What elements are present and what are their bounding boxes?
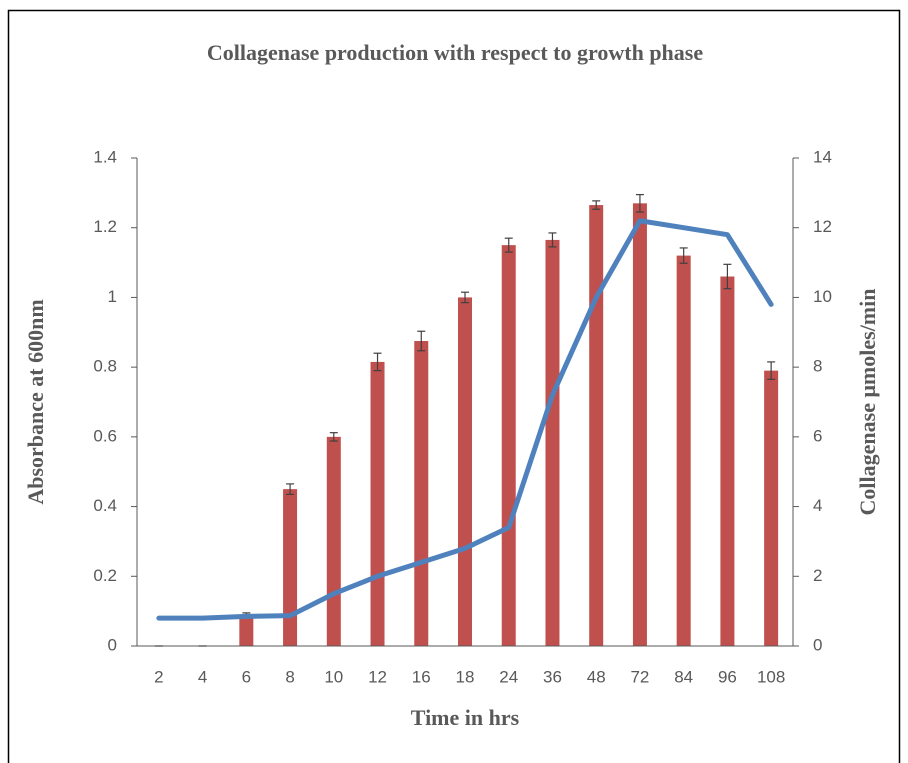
x-tick-label: 48 [587,667,606,686]
x-tick-label: 36 [543,667,562,686]
x-tick-label: 96 [718,667,737,686]
x-tick-label: 16 [412,667,431,686]
bar [764,370,779,646]
bar [676,255,691,646]
y2-tick-label: 6 [813,426,822,445]
error-bar [504,237,513,253]
y-tick-label: 1.4 [93,147,117,166]
error-bar [679,247,688,264]
y-tick-label: 0.6 [93,426,117,445]
x-tick-label: 6 [242,667,251,686]
bar [414,341,429,646]
chart-title: Collagenase production with respect to g… [207,40,703,65]
x-tick-label: 24 [499,667,518,686]
y2-tick-label: 14 [813,147,832,166]
error-bar [592,200,601,210]
error-bar [548,232,557,248]
x-tick-label: 10 [324,667,343,686]
bar [370,361,385,646]
error-bar [723,263,732,290]
y2-tick-label: 0 [813,635,822,654]
chart-border [7,9,901,763]
x-tick-label: 84 [674,667,693,686]
y-tick-label: 1 [108,287,117,306]
y2-tick-label: 2 [813,566,822,585]
y2-tick-label: 8 [813,357,822,376]
y-axis-label: Absorbance at 600nm [23,299,48,504]
x-tick-label: 72 [630,667,649,686]
error-bar [767,361,776,380]
y2-tick-label: 4 [813,496,822,515]
error-bar [635,194,644,213]
bar [326,436,341,646]
x-tick-label: 18 [456,667,475,686]
x-tick-label: 4 [198,667,207,686]
bar [545,239,560,646]
bar [501,245,516,646]
y2-tick-label: 10 [813,287,832,306]
line [156,218,774,621]
y-tick-label: 1.2 [93,217,117,236]
y-tick-label: 0.8 [93,357,117,376]
y-tick-label: 0.4 [93,496,117,515]
y-tick-label: 0 [108,635,117,654]
bar [458,297,472,646]
x-axis-label: Time in hrs [411,705,520,730]
bar [720,276,735,646]
x-tick-label: 2 [154,667,163,686]
error-bar [286,483,295,495]
x-tick-label: 108 [757,667,785,686]
y2-axis-label: Collagenase μmoles/min [855,289,880,516]
error-bar [373,352,382,372]
bar [589,205,604,647]
bar [239,614,254,646]
y-tick-label: 0.2 [93,566,117,585]
bar [632,203,647,647]
error-bar [461,291,469,304]
y2-tick-label: 12 [813,217,832,236]
x-tick-label: 12 [368,667,387,686]
error-bar [329,432,338,442]
error-bar [417,330,426,352]
bar [283,489,298,646]
x-tick-label: 8 [285,667,294,686]
